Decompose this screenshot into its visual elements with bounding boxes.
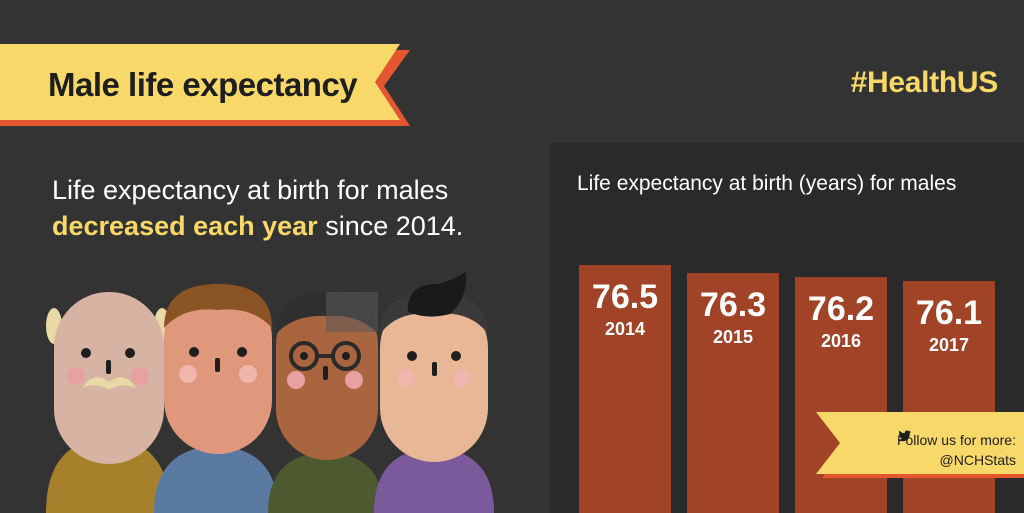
twitter-handle: @NCHStats	[939, 452, 1016, 468]
intro-text: Life expectancy at birth for males decre…	[52, 172, 522, 244]
page-title: Male life expectancy	[48, 66, 358, 103]
brown-hair-man-figure	[154, 284, 278, 513]
bar-2014	[579, 265, 671, 513]
follow-banner: Follow us for more: @NCHStats	[816, 412, 1024, 478]
intro-line-2: decreased each year since 2014.	[52, 208, 522, 244]
intro-line-1: Life expectancy at birth for males	[52, 175, 449, 205]
intro-line-2-rest: since 2014.	[317, 211, 464, 241]
bar-category-label-2016: 2016	[821, 331, 861, 351]
follow-label: Follow us for more:	[896, 432, 1016, 448]
glasses-man-figure	[268, 292, 384, 513]
bar-value-label-2016: 76.2	[808, 290, 874, 328]
intro-highlight: decreased each year	[52, 211, 318, 241]
follow-text: Follow us for more: @NCHStats	[897, 430, 1016, 470]
chart-title: Life expectancy at birth (years) for mal…	[577, 172, 957, 195]
bar-category-label-2014: 2014	[605, 319, 645, 339]
bar-value-label-2014: 76.5	[592, 278, 658, 316]
bar-2015	[687, 273, 779, 513]
hashtag-label: #HealthUS	[850, 66, 999, 99]
elderly-man-figure	[46, 292, 170, 513]
twitter-bird-icon	[898, 430, 911, 442]
banner-ribbon-shape	[0, 44, 410, 126]
bar-category-label-2017: 2017	[929, 335, 969, 355]
title-banner: Male life expectancy	[0, 44, 410, 126]
men-illustration	[46, 272, 494, 513]
bar-category-label-2015: 2015	[713, 327, 753, 347]
twitter-handle-row[interactable]: @NCHStats	[898, 430, 1016, 470]
spiky-hair-man-figure	[374, 272, 494, 513]
bar-value-label-2017: 76.1	[916, 294, 982, 332]
bar-value-label-2015: 76.3	[700, 286, 766, 324]
follow-ribbon-shape	[816, 412, 1024, 478]
